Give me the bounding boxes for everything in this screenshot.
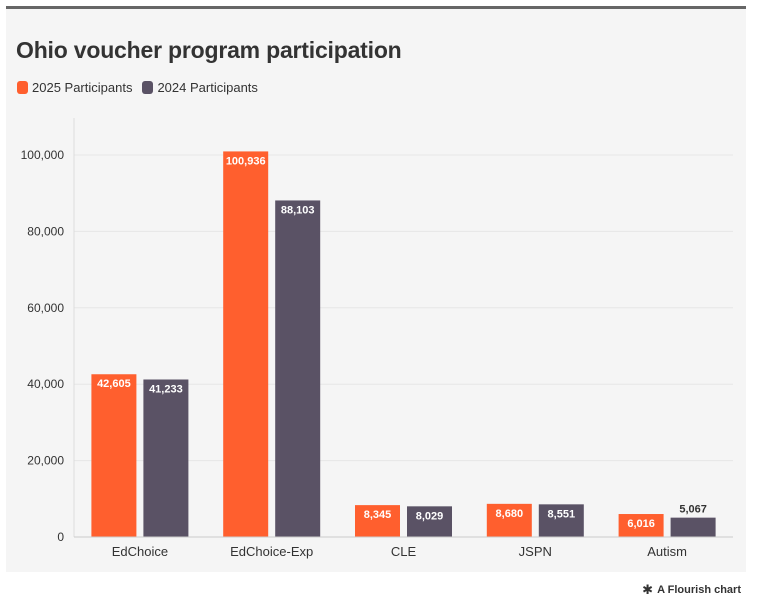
x-tick-label: Autism xyxy=(647,544,687,559)
bar-2025-jspn xyxy=(486,503,532,537)
legend-swatch-2024 xyxy=(142,81,154,94)
bar-2025-cle xyxy=(355,505,400,537)
bar-2024-jspn xyxy=(538,504,584,537)
legend-label-2024: 2024 Participants xyxy=(157,80,258,95)
x-tick-label: EdChoice-Exp xyxy=(230,544,313,559)
x-tick-label: EdChoice xyxy=(112,544,168,559)
y-tick-label: 20,000 xyxy=(27,454,64,468)
legend: 2025 Participants 2024 Participants xyxy=(17,80,258,95)
data-label: 6,016 xyxy=(627,518,655,530)
data-label: 100,936 xyxy=(226,155,266,167)
data-label: 88,103 xyxy=(281,204,315,216)
data-label: 8,345 xyxy=(364,509,392,521)
legend-item-2025[interactable]: 2025 Participants xyxy=(17,80,132,95)
asterisk-icon: ✱ xyxy=(642,582,654,597)
flourish-credit-label: A Flourish chart xyxy=(657,583,741,596)
legend-swatch-2025 xyxy=(17,81,28,94)
y-tick-label: 0 xyxy=(57,530,64,544)
data-label: 42,605 xyxy=(97,378,131,390)
data-label: 8,029 xyxy=(416,510,444,522)
bar-2024-cle xyxy=(407,506,452,537)
data-label: 8,551 xyxy=(548,508,576,520)
bar-2024-edchoice-exp xyxy=(275,200,321,537)
bar-2025-autism xyxy=(618,514,664,537)
x-tick-label: CLE xyxy=(391,544,417,559)
data-label: 41,233 xyxy=(149,383,183,395)
chart-title: Ohio voucher program participation xyxy=(16,37,402,63)
bar-2024-edchoice xyxy=(143,379,189,537)
data-label: 8,680 xyxy=(496,508,524,520)
bar-2024-autism xyxy=(670,517,716,537)
bar-2025-edchoice-exp xyxy=(223,151,269,537)
bar-2025-edchoice xyxy=(91,374,137,537)
y-tick-label: 60,000 xyxy=(27,301,64,315)
legend-label-2025: 2025 Participants xyxy=(32,80,133,95)
y-tick-label: 80,000 xyxy=(27,224,64,238)
y-tick-label: 40,000 xyxy=(27,377,64,391)
data-label: 5,067 xyxy=(679,504,707,516)
x-tick-label: JSPN xyxy=(519,544,552,559)
flourish-credit[interactable]: ✱ A Flourish chart xyxy=(642,583,741,596)
legend-item-2024[interactable]: 2024 Participants xyxy=(142,80,258,95)
y-tick-label: 100,000 xyxy=(21,148,65,162)
